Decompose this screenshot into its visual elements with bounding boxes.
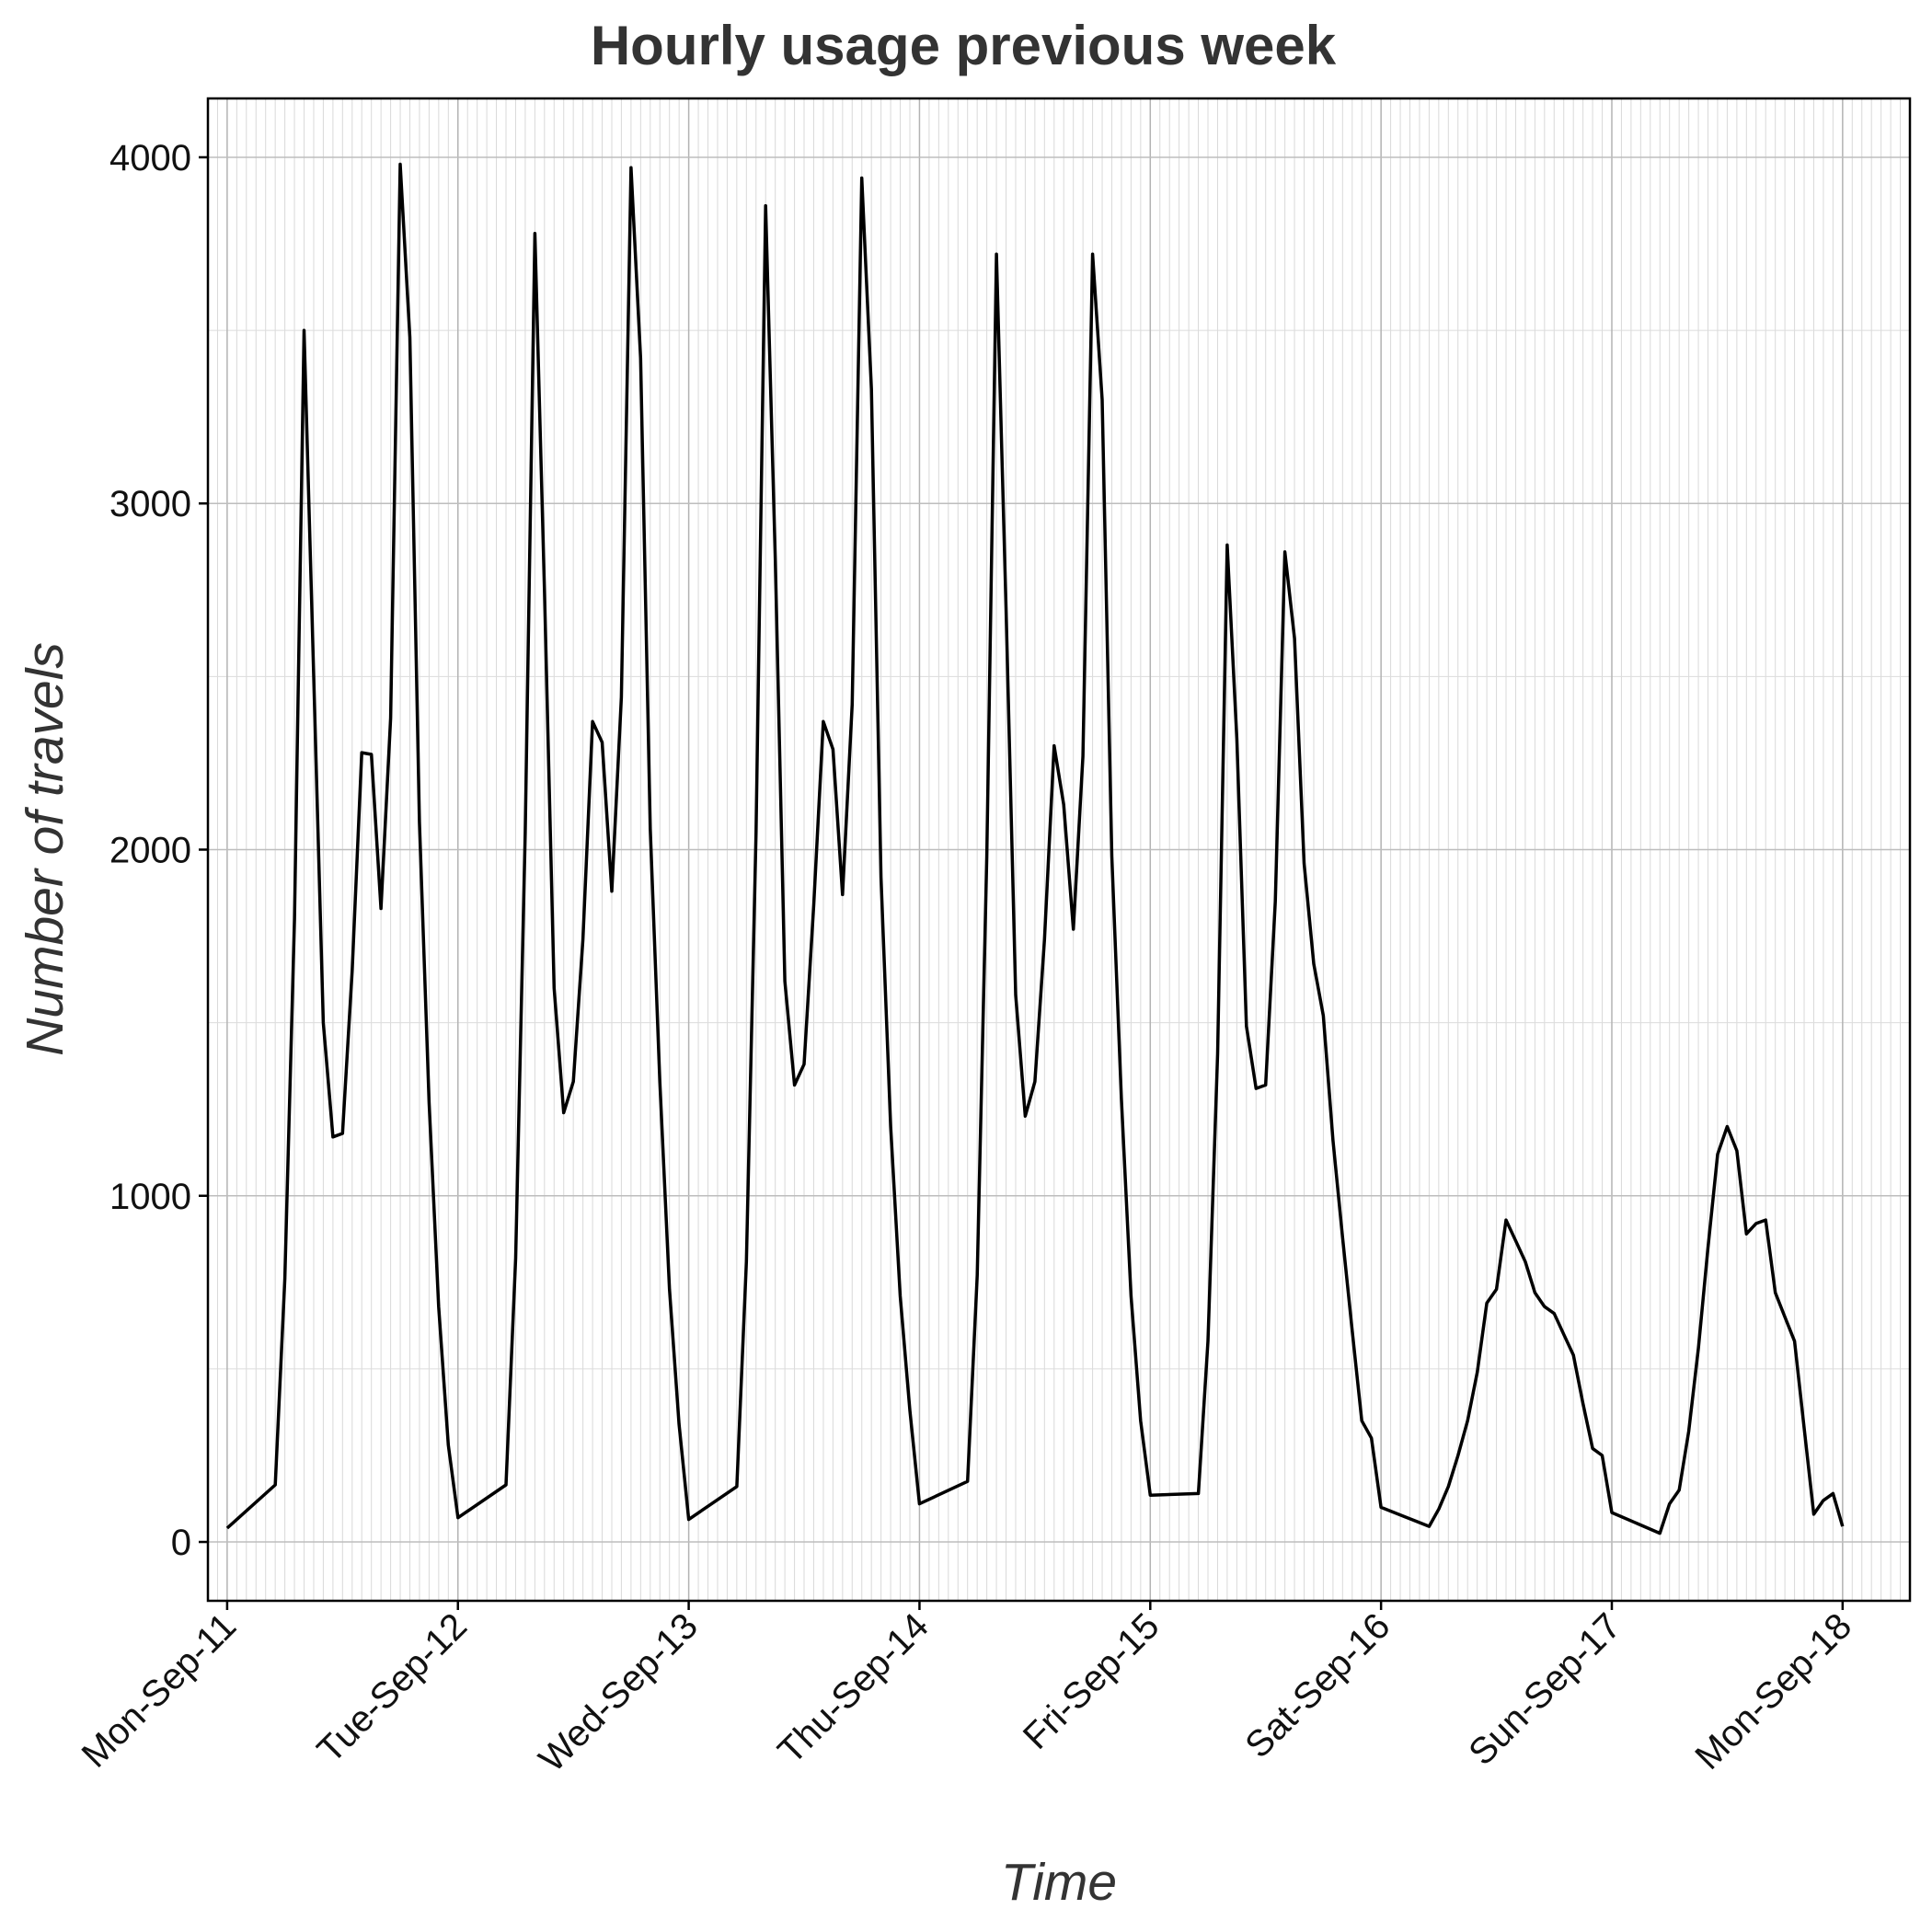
y-axis: 0 1000 2000 3000 4000 [109, 138, 208, 1563]
y-tick-label: 2000 [109, 831, 191, 871]
chart-title: Hourly usage previous week [591, 15, 1337, 76]
y-tick-label: 4000 [109, 138, 191, 178]
y-tick-label: 1000 [109, 1177, 191, 1217]
y-tick-label: 0 [171, 1523, 191, 1563]
usage-line [225, 162, 1845, 1535]
y-tick-label: 3000 [109, 484, 191, 524]
major-gridlines [208, 98, 1910, 1601]
x-axis-title: Time [1001, 1853, 1117, 1912]
y-axis-title: Number of travels [16, 642, 75, 1056]
